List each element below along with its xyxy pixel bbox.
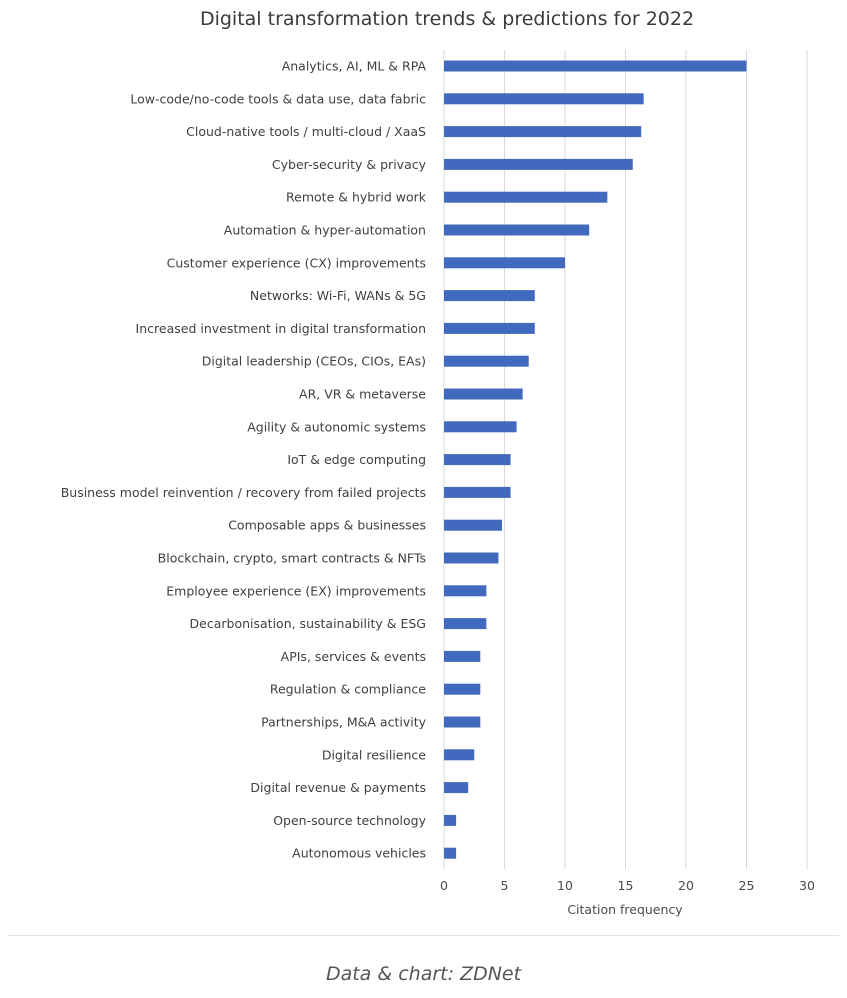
category-label: Digital leadership (CEOs, CIOs, EAs) bbox=[202, 354, 426, 369]
category-label: Partnerships, M&A activity bbox=[261, 715, 426, 730]
chart-frame: Digital transformation trends & predicti… bbox=[8, 0, 839, 936]
bar bbox=[444, 486, 511, 498]
bar bbox=[444, 126, 642, 138]
bar bbox=[444, 93, 644, 105]
x-tick-label: 0 bbox=[440, 878, 448, 893]
category-label: Decarbonisation, sustainability & ESG bbox=[190, 616, 426, 631]
category-label: Autonomous vehicles bbox=[292, 846, 426, 861]
bar bbox=[444, 224, 590, 236]
x-tick-label: 15 bbox=[618, 878, 634, 893]
x-axis-title: Citation frequency bbox=[567, 902, 683, 917]
category-label: Agility & autonomic systems bbox=[247, 419, 426, 434]
x-tick-labels: 0 5 10 15 20 25 30 bbox=[440, 878, 815, 893]
bar bbox=[444, 421, 517, 433]
bar bbox=[444, 716, 481, 728]
bar bbox=[444, 355, 529, 367]
category-labels: Analytics, AI, ML & RPA Low-code/no-code … bbox=[61, 59, 427, 861]
x-tick-label: 10 bbox=[557, 878, 573, 893]
category-label: AR, VR & metaverse bbox=[299, 387, 426, 402]
category-label: Customer experience (CX) improvements bbox=[167, 255, 426, 270]
gridlines bbox=[443, 50, 808, 869]
bar bbox=[444, 388, 523, 400]
category-label: IoT & edge computing bbox=[287, 452, 426, 467]
bar bbox=[444, 257, 565, 269]
category-label: Analytics, AI, ML & RPA bbox=[282, 59, 427, 74]
category-label: Digital resilience bbox=[322, 747, 426, 762]
bar bbox=[444, 552, 499, 564]
x-tick-label: 25 bbox=[739, 878, 755, 893]
category-label: Business model reinvention / recovery fr… bbox=[61, 485, 426, 500]
bar bbox=[444, 454, 511, 466]
x-tick-label: 5 bbox=[501, 878, 509, 893]
bar-chart: Digital transformation trends & predicti… bbox=[61, 8, 815, 917]
bar bbox=[444, 814, 457, 826]
category-label: Digital revenue & payments bbox=[250, 780, 426, 795]
bar bbox=[444, 322, 535, 334]
category-label: Regulation & compliance bbox=[270, 682, 426, 697]
category-label: Cloud-native tools / multi-cloud / XaaS bbox=[186, 124, 426, 139]
category-label: Composable apps & businesses bbox=[228, 518, 426, 533]
category-label: Increased investment in digital transfor… bbox=[136, 321, 426, 336]
bar bbox=[444, 650, 481, 662]
category-label: APIs, services & events bbox=[281, 649, 426, 664]
bar bbox=[444, 782, 469, 794]
category-label: Employee experience (EX) improvements bbox=[166, 583, 426, 598]
bar bbox=[444, 519, 503, 531]
category-label: Open-source technology bbox=[273, 813, 426, 828]
bar bbox=[444, 618, 487, 630]
bar bbox=[444, 191, 608, 203]
bar bbox=[444, 683, 481, 695]
chart-source-caption: Data & chart: ZDNet bbox=[325, 963, 522, 985]
category-label: Blockchain, crypto, smart contracts & NF… bbox=[158, 551, 426, 566]
x-tick-label: 30 bbox=[799, 878, 815, 893]
x-tick-label: 20 bbox=[678, 878, 694, 893]
bar bbox=[444, 749, 475, 761]
category-label: Low-code/no-code tools & data use, data … bbox=[130, 91, 426, 106]
category-label: Cyber-security & privacy bbox=[272, 157, 427, 172]
bar bbox=[444, 290, 535, 302]
bar bbox=[444, 847, 457, 859]
category-label: Networks: Wi-Fi, WANs & 5G bbox=[250, 288, 426, 303]
chart-title: Digital transformation trends & predicti… bbox=[200, 8, 694, 30]
bar bbox=[444, 158, 633, 170]
bar bbox=[444, 60, 747, 72]
category-label: Remote & hybrid work bbox=[286, 190, 427, 205]
category-label: Automation & hyper-automation bbox=[224, 223, 426, 238]
bar bbox=[444, 585, 487, 597]
bars bbox=[444, 60, 747, 859]
